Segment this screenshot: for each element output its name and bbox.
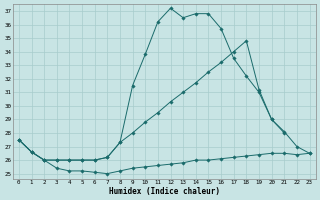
X-axis label: Humidex (Indice chaleur): Humidex (Indice chaleur) [109, 187, 220, 196]
